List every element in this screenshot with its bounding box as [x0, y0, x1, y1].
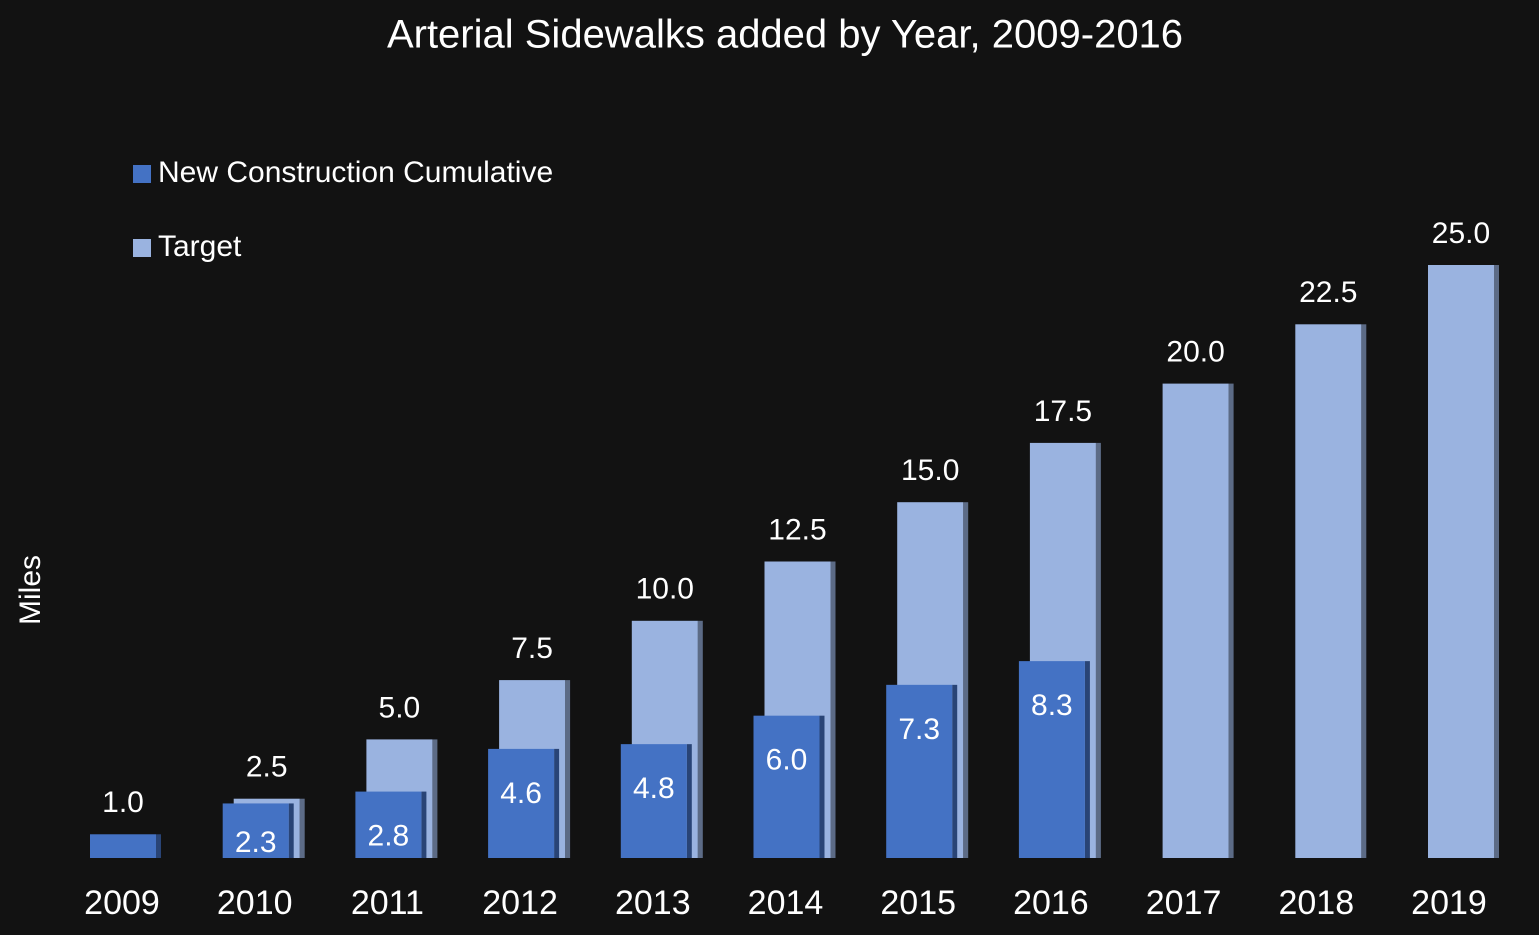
legend-label: New Construction Cumulative — [158, 156, 553, 189]
bar-side — [1494, 265, 1499, 858]
bar-side — [963, 502, 969, 858]
bar-side — [1084, 661, 1090, 858]
data-label: 2.5 — [246, 751, 288, 784]
data-label: 10.0 — [636, 573, 694, 606]
bar-side — [819, 715, 825, 858]
data-label: 4.8 — [633, 772, 675, 805]
data-label: 15.0 — [901, 454, 959, 487]
bar-side — [1095, 442, 1101, 858]
data-label: 8.3 — [1031, 689, 1073, 722]
x-tick-label: 2019 — [1411, 884, 1487, 922]
bar — [90, 834, 156, 858]
data-label: 20.0 — [1166, 336, 1224, 369]
bar — [355, 791, 422, 858]
bar-side — [1361, 324, 1367, 858]
bar-side — [432, 739, 438, 858]
bar — [1018, 661, 1085, 858]
x-tick-label: 2012 — [482, 884, 558, 922]
bar — [1295, 324, 1362, 858]
bar-side — [952, 684, 958, 858]
x-tick-label: 2015 — [880, 884, 956, 922]
bar-side — [299, 798, 305, 858]
x-tick-label: 2016 — [1013, 884, 1089, 922]
bar-side — [288, 803, 294, 858]
data-label: 5.0 — [379, 691, 421, 724]
bar-side — [686, 744, 692, 858]
chart-title: Arterial Sidewalks added by Year, 2009-2… — [387, 13, 1183, 57]
x-tick-label: 2017 — [1146, 884, 1222, 922]
data-label: 7.5 — [511, 632, 553, 665]
data-label: 1.0 — [102, 786, 144, 819]
bar — [886, 684, 953, 858]
legend-swatch — [133, 165, 151, 183]
bar-side — [421, 791, 427, 858]
bar-side — [565, 680, 571, 858]
data-label: 2.8 — [368, 820, 410, 853]
data-label: 22.5 — [1299, 276, 1357, 309]
bar-side — [156, 834, 161, 858]
x-tick-label: 2013 — [615, 884, 691, 922]
bar — [1428, 265, 1494, 858]
bar — [222, 803, 289, 858]
x-tick-label: 2009 — [84, 884, 160, 922]
data-label: 2.3 — [235, 826, 277, 859]
bar — [1162, 383, 1229, 858]
data-label: 7.3 — [898, 713, 940, 746]
x-tick-label: 2011 — [351, 884, 424, 922]
bar — [488, 748, 555, 858]
bar-side — [554, 748, 560, 858]
x-tick-label: 2010 — [217, 884, 293, 922]
bar-side — [1228, 383, 1234, 858]
data-label: 6.0 — [766, 744, 808, 777]
data-label: 12.5 — [768, 513, 826, 546]
data-label: 25.0 — [1432, 217, 1490, 250]
legend-swatch — [133, 239, 151, 257]
x-tick-label: 2018 — [1278, 884, 1354, 922]
data-label: 4.6 — [500, 777, 542, 810]
bar — [753, 715, 820, 858]
x-tick-label: 2014 — [748, 884, 824, 922]
bar — [620, 744, 687, 858]
bar-side — [697, 620, 703, 858]
bar-side — [830, 561, 836, 858]
y-axis-label: Miles — [14, 555, 47, 625]
legend-label: Target — [158, 230, 242, 263]
data-label: 17.5 — [1034, 395, 1092, 428]
